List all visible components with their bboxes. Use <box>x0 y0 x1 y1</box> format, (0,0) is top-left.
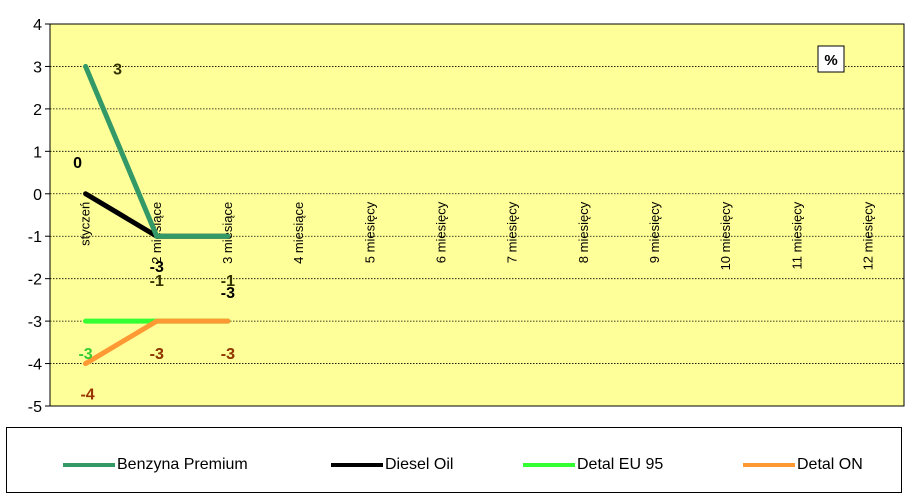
legend-label: Detal EU 95 <box>577 456 664 473</box>
data-label: -3 <box>221 285 235 302</box>
x-tick-label: 7 miesięcy <box>505 201 520 263</box>
x-tick-label: 5 miesięcy <box>362 201 377 263</box>
legend-item-diesel-oil: Diesel Oil <box>331 455 453 475</box>
data-label: -3 <box>150 346 164 363</box>
legend-label: Benzyna Premium <box>117 456 248 473</box>
legend-item-detal-eu95: Detal EU 95 <box>523 455 663 475</box>
series-line <box>83 318 231 367</box>
legend-label: Detal ON <box>797 456 863 473</box>
x-tick-label: 11 miesięcy <box>789 201 804 269</box>
x-axis-ticks: styczeń 2 miesiące 3 miesiące 4 miesiące 5 m… <box>78 201 876 270</box>
data-labels: 3-1 -10-3-3-3 -3 -3-4-3 -3 <box>73 61 235 403</box>
x-tick-label: 12 miesięcy <box>860 201 875 270</box>
x-tick-label: 6 miesięcy <box>433 201 448 263</box>
plot-area <box>49 23 905 407</box>
x-tick-label: 3 miesiące <box>220 202 235 264</box>
legend-swatch <box>331 463 383 467</box>
legend-label: Diesel Oil <box>385 456 454 473</box>
data-label: -3 <box>221 346 235 363</box>
data-label: -4 <box>80 387 94 404</box>
y-tick-label: -2 <box>28 272 42 289</box>
data-label: -3 <box>221 346 235 363</box>
y-tick-label: -5 <box>28 399 42 416</box>
data-label: 0 <box>73 155 82 172</box>
unit-badge-text: % <box>824 52 837 69</box>
series-lines <box>83 63 231 367</box>
legend-item-benzyna-premium: Benzyna Premium <box>63 455 248 475</box>
data-label: -3 <box>150 259 164 276</box>
y-tick-label: 1 <box>33 144 42 161</box>
data-label: -1 <box>221 273 235 290</box>
x-tick-label: 4 miesiące <box>291 202 306 264</box>
data-label: -1 <box>150 273 164 290</box>
data-label: -3 <box>78 346 92 363</box>
legend: Benzyna Premium Diesel Oil Detal EU 95 D… <box>6 427 902 493</box>
y-tick-label: 2 <box>33 102 42 119</box>
y-tick-label: -4 <box>28 357 42 374</box>
series-line <box>83 63 231 239</box>
y-tick-label: -3 <box>28 314 42 331</box>
legend-swatch <box>743 463 795 467</box>
x-tick-label: 8 miesięcy <box>576 201 591 263</box>
y-tick-label: 3 <box>33 59 42 76</box>
y-tick-label: 0 <box>33 187 42 204</box>
legend-swatch <box>523 463 575 467</box>
legend-swatch <box>63 463 115 467</box>
unit-badge: % <box>817 45 845 73</box>
x-tick-label: 9 miesięcy <box>647 201 662 263</box>
legend-item-detal-on: Detal ON <box>743 455 863 475</box>
x-tick-label: 10 miesięcy <box>718 201 733 270</box>
x-tick-label: styczeń <box>78 202 93 246</box>
y-tick-label: -1 <box>28 229 42 246</box>
y-axis-ticks: 4 3 2 1 0 -1 -2 -3 -4 -5 <box>28 17 50 416</box>
data-label: 3 <box>113 61 122 78</box>
y-tick-label: 4 <box>33 17 42 34</box>
data-label: -3 <box>150 346 164 363</box>
